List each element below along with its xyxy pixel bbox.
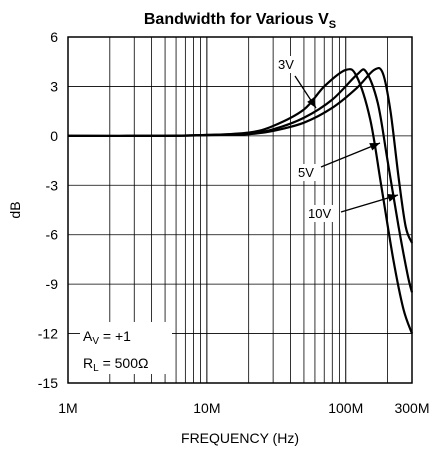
y-tick-label: -6 xyxy=(46,227,59,243)
arrowhead-5v xyxy=(369,143,380,151)
arrowhead-3v xyxy=(307,97,316,108)
arrow-5v xyxy=(320,142,381,168)
series-line-10v xyxy=(67,66,414,244)
series-line-5v xyxy=(67,68,414,293)
x-tick-label: 100M xyxy=(328,400,363,416)
y-tick-label: -3 xyxy=(46,177,59,193)
x-tick-label: 1M xyxy=(58,400,77,416)
plot-frame xyxy=(67,36,413,384)
gain-annotation: AV = +1 xyxy=(83,328,131,347)
annotations: AV = +1 RL = 500Ω 3V 5V 10V xyxy=(80,56,399,374)
arrowhead-10v xyxy=(387,194,398,202)
load-annotation: RL = 500Ω xyxy=(83,355,148,374)
x-axis-label: FREQUENCY (Hz) xyxy=(181,430,299,446)
y-tick-label: -9 xyxy=(46,276,59,292)
label-5v-background xyxy=(296,164,320,181)
x-tick-label: 300M xyxy=(394,400,429,416)
y-axis-label: dB xyxy=(7,201,23,218)
label-5v: 5V xyxy=(298,165,314,180)
label-10v: 10V xyxy=(308,206,331,221)
y-tick-label: -12 xyxy=(38,326,58,342)
y-tick-label: 0 xyxy=(50,128,58,144)
label-10v-group: 10V xyxy=(306,194,399,222)
chart-title: Bandwidth for Various VS xyxy=(144,11,336,31)
y-tick-label: 6 xyxy=(50,29,58,45)
label-3v: 3V xyxy=(278,57,294,72)
label-3v-group: 3V xyxy=(276,56,317,109)
series-line-3v xyxy=(67,68,414,334)
label-5v-group: 5V xyxy=(296,142,381,181)
y-tick-label: 3 xyxy=(50,78,58,94)
label-10v-background xyxy=(306,205,338,222)
label-3v-background xyxy=(276,56,300,73)
x-tick-label: 10M xyxy=(193,400,220,416)
y-tick-label: -15 xyxy=(38,375,58,391)
annotation-background xyxy=(80,322,172,374)
series-group xyxy=(67,66,414,334)
